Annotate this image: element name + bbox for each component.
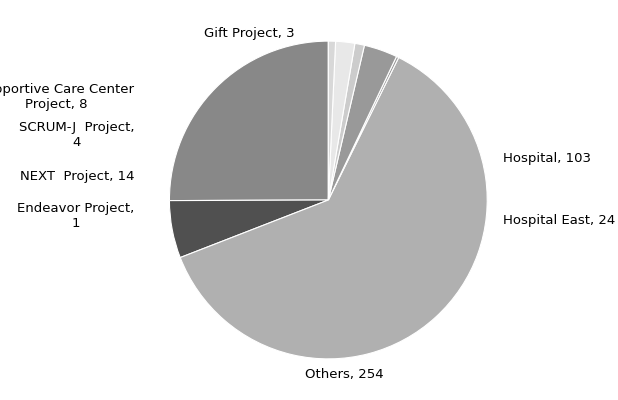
Wedge shape (169, 200, 328, 258)
Text: Others, 254: Others, 254 (305, 368, 384, 381)
Text: Gift Project, 3: Gift Project, 3 (203, 27, 294, 40)
Wedge shape (328, 41, 355, 200)
Text: Supportive Care Center
Project, 8: Supportive Care Center Project, 8 (0, 83, 135, 111)
Wedge shape (328, 43, 365, 200)
Text: Endeavor Project,
1: Endeavor Project, 1 (17, 202, 135, 230)
Wedge shape (328, 56, 399, 200)
Wedge shape (328, 45, 397, 200)
Wedge shape (169, 41, 328, 201)
Wedge shape (328, 41, 336, 200)
Text: NEXT  Project, 14: NEXT Project, 14 (20, 170, 135, 183)
Wedge shape (180, 58, 487, 359)
Text: SCRUM-J  Project,
4: SCRUM-J Project, 4 (19, 121, 135, 149)
Text: Hospital, 103: Hospital, 103 (503, 152, 591, 165)
Text: Hospital East, 24: Hospital East, 24 (503, 214, 616, 227)
